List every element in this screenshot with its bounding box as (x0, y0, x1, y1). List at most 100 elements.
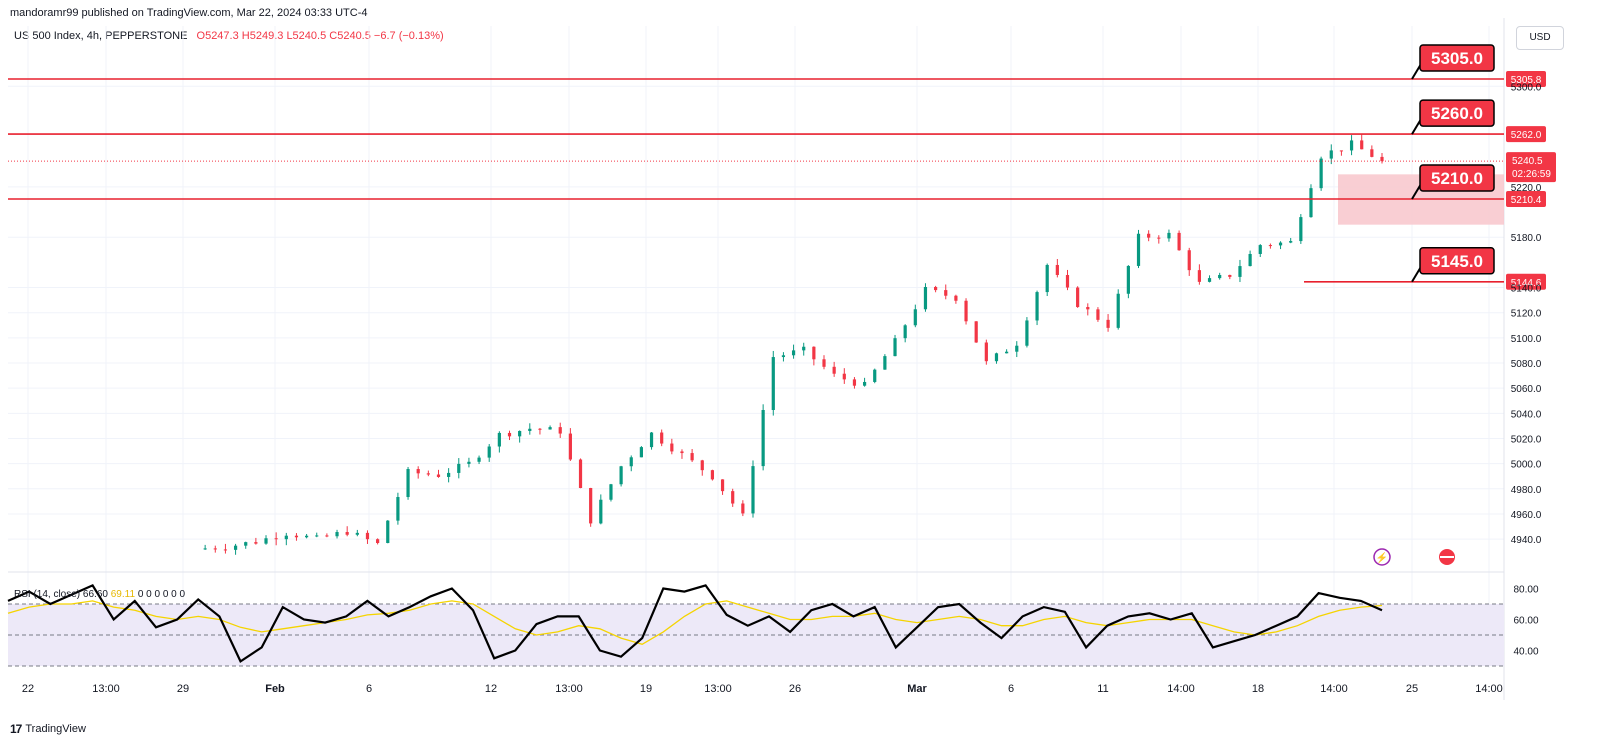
candle-body (264, 538, 268, 544)
candle-body (315, 535, 319, 537)
lightning-glyph: ⚡ (1376, 551, 1388, 564)
time-tick-label: 29 (177, 683, 189, 695)
candle-body (1187, 250, 1191, 271)
footer-brand[interactable]: TradingView (25, 723, 86, 735)
price-tick-label: 4960.0 (1511, 510, 1542, 521)
price-tick-label: 5180.0 (1511, 233, 1542, 244)
lightning-icon[interactable] (1373, 548, 1391, 566)
level-axis-label: 5305.8 (1511, 75, 1542, 86)
candle-body (1177, 232, 1181, 251)
level-callout[interactable] (1419, 164, 1495, 192)
candle-body (1339, 150, 1344, 152)
candle-body (1147, 233, 1151, 238)
candle-body (791, 350, 796, 356)
level-axis-label: 5262.0 (1511, 130, 1542, 141)
candle-body (1045, 264, 1049, 293)
currency-button[interactable]: USD (1516, 26, 1564, 50)
candle-body (1299, 217, 1303, 242)
rsi-ma-line (7, 600, 1383, 646)
levels-layer: 5305.0 5305.8 5260.0 5262.0 5210.0 5210.4 5145… (8, 44, 1546, 290)
time-axis: 22 13:00 29 Feb 6 12 13:00 19 13:00 26 Mar 6 11 14:00… (22, 683, 1503, 695)
candle-body (964, 300, 968, 322)
candle-body (1349, 140, 1354, 151)
time-tick-label: Feb (265, 683, 285, 695)
candle-body (507, 432, 512, 437)
candle-body (1319, 158, 1323, 189)
candle-body (1370, 149, 1374, 157)
candle-body (244, 542, 248, 546)
candle-body (619, 466, 623, 485)
rsi-ma-value: 69.11 (110, 589, 136, 600)
candle-body (436, 474, 441, 477)
candle-body (1025, 320, 1029, 346)
high-value: H5249.3 (241, 30, 284, 42)
level-callout[interactable] (1419, 99, 1495, 127)
candle-body (731, 491, 735, 504)
time-tick-label: 11 (1097, 683, 1108, 695)
candle-body (832, 366, 836, 374)
time-tick-label: 6 (1008, 683, 1014, 695)
candle-body (1218, 274, 1222, 279)
last-price-label: 5240.5 (1512, 156, 1543, 167)
candle-body (406, 469, 410, 498)
price-axis: 5300.0 5220.0 5180.0 5140.0 5120.0 5100.0 5080… (1506, 82, 1556, 546)
rsi-label[interactable]: RSI (14, close) (14, 589, 81, 600)
candle-body (1116, 293, 1120, 328)
price-tick-label: 5000.0 (1511, 460, 1542, 471)
candle-body (1248, 253, 1252, 267)
candle-body (589, 487, 593, 524)
candle-body (1360, 140, 1364, 150)
price-tick-label: 5300.0 (1511, 82, 1542, 93)
candle-body (294, 535, 299, 538)
tradingview-logo-icon[interactable]: 17 (10, 722, 22, 736)
close-value: C5240.5 (329, 30, 371, 42)
symbol-name[interactable]: US 500 Index, 4h, PEPPERSTONE (14, 30, 188, 42)
level-callout[interactable] (1419, 44, 1495, 72)
level-callout[interactable] (1419, 247, 1495, 275)
candle-body (447, 472, 451, 477)
rsi-tick-label: 60.00 (1513, 616, 1538, 627)
level-callout-text: 5210.0 (1431, 169, 1483, 188)
price-tick-label: 5040.0 (1511, 409, 1542, 420)
candle-body (974, 321, 978, 343)
candle-body (233, 545, 238, 550)
time-tick-label: 19 (640, 683, 652, 695)
chart-icons: ⚡ (1373, 548, 1455, 566)
candle-body (812, 346, 816, 360)
candle-body (923, 286, 928, 310)
last-price-tag[interactable] (1506, 152, 1556, 183)
rsi-line[interactable] (7, 584, 1383, 664)
candle-body (771, 357, 775, 410)
candle-body (913, 309, 917, 326)
level-axis-tag (1506, 126, 1546, 143)
candle-body (1197, 270, 1201, 282)
candle-body (700, 460, 704, 471)
candle-body (1309, 188, 1313, 218)
candle-body (1380, 156, 1384, 162)
candle-body (325, 535, 329, 537)
time-tick-label: 18 (1252, 683, 1264, 695)
candle-body (1055, 264, 1059, 275)
candle-body (578, 459, 583, 488)
time-tick-label: 12 (485, 683, 497, 695)
countdown-label: 02:26:59 (1512, 169, 1551, 180)
price-tick-label: 5220.0 (1511, 183, 1542, 194)
time-tick-label: 13:00 (92, 683, 120, 695)
candle-body (649, 432, 654, 448)
candle-body (213, 548, 217, 550)
level-axis-tag (1506, 191, 1546, 207)
candle-body (994, 353, 999, 362)
candle-body (548, 427, 552, 430)
candle-body (497, 432, 501, 447)
candle-body (903, 325, 907, 339)
candle-body (781, 355, 786, 358)
candle-body (873, 369, 877, 382)
candle-body (1207, 278, 1212, 282)
time-tick-label: 13:00 (555, 683, 583, 695)
time-tick-label: Mar (907, 683, 927, 695)
candle-body (1136, 233, 1141, 266)
candle-body (893, 338, 897, 357)
time-tick-label: 14:00 (1320, 683, 1348, 695)
candle-body (538, 428, 542, 430)
